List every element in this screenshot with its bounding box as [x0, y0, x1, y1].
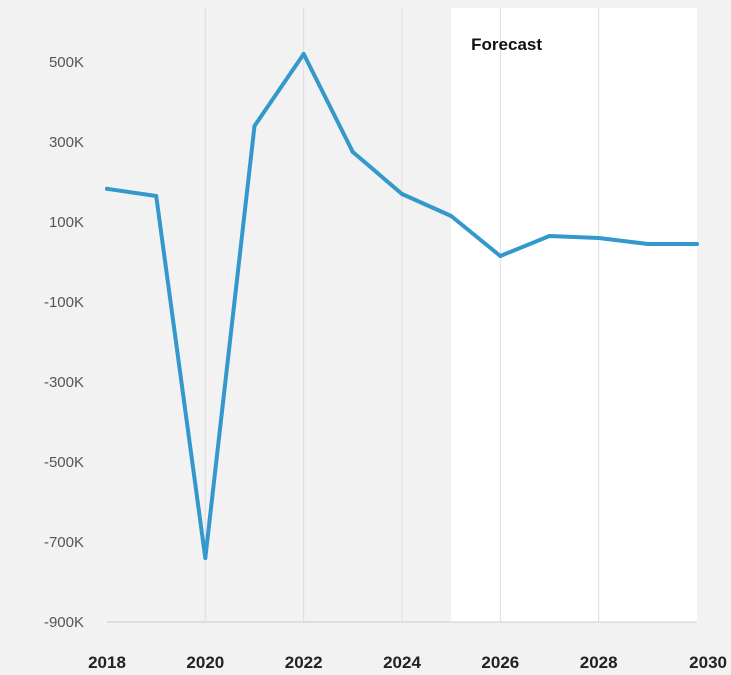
y-tick-label: -500K: [44, 454, 84, 471]
y-tick-label: -100K: [44, 294, 84, 311]
y-tick-label: -900K: [44, 614, 84, 631]
series-point: [301, 52, 306, 56]
series-point: [645, 242, 650, 246]
series-point: [400, 192, 404, 196]
y-tick-label: -300K: [44, 374, 84, 391]
forecast-region: [451, 8, 697, 622]
x-tick-label: 2022: [285, 653, 323, 672]
y-tick-label: 100K: [49, 214, 84, 231]
series-point: [695, 242, 699, 246]
x-tick-label: 2018: [88, 653, 126, 672]
series-point: [498, 254, 503, 258]
x-tick-label: 2026: [481, 653, 519, 672]
series-points: [105, 52, 699, 560]
x-tick-label: 2020: [186, 653, 224, 672]
series-point: [547, 234, 552, 238]
x-tick-label: 2030: [689, 653, 727, 672]
x-tick-label: 2024: [383, 653, 421, 672]
series-point: [203, 556, 208, 560]
x-axis-tick-labels: 2018 2020 2022 2024 2026 2028 2030: [88, 653, 727, 672]
series-point: [449, 214, 454, 218]
series-point: [252, 124, 257, 128]
y-tick-label: 300K: [49, 134, 84, 151]
series-point: [154, 194, 159, 198]
grid-lines: [204, 8, 600, 622]
y-axis-tick-labels: 500K 300K 100K -100K -300K -500K -700K -900K: [44, 54, 84, 631]
series-point: [105, 186, 109, 191]
series-point: [596, 236, 601, 240]
y-tick-label: -700K: [44, 534, 84, 551]
series-point: [350, 150, 355, 154]
x-tick-label: 2028: [580, 653, 618, 672]
forecast-label: Forecast: [471, 35, 542, 54]
y-tick-label: 500K: [49, 54, 84, 71]
